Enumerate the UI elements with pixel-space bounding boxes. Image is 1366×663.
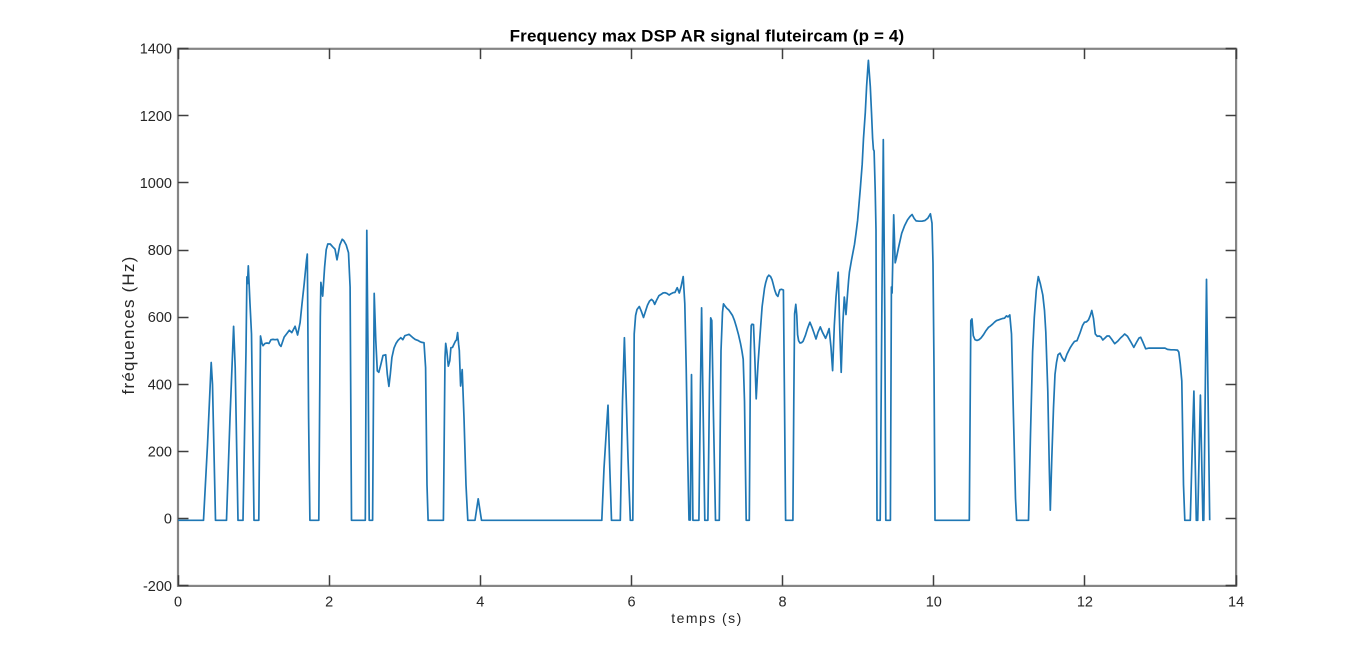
svg-text:4: 4 bbox=[476, 595, 484, 611]
svg-text:8: 8 bbox=[779, 595, 787, 611]
svg-text:400: 400 bbox=[148, 377, 172, 393]
svg-text:800: 800 bbox=[148, 243, 172, 259]
svg-text:1400: 1400 bbox=[140, 42, 172, 58]
svg-text:600: 600 bbox=[148, 310, 172, 326]
svg-text:12: 12 bbox=[1077, 595, 1093, 611]
svg-text:200: 200 bbox=[148, 445, 172, 461]
svg-text:1200: 1200 bbox=[140, 109, 172, 125]
svg-text:14: 14 bbox=[1228, 595, 1244, 611]
svg-text:2: 2 bbox=[325, 595, 333, 611]
svg-text:6: 6 bbox=[627, 595, 635, 611]
svg-text:1000: 1000 bbox=[140, 176, 172, 192]
svg-text:temps (s): temps (s) bbox=[671, 610, 742, 626]
svg-text:0: 0 bbox=[164, 512, 172, 528]
svg-text:-200: -200 bbox=[143, 579, 172, 595]
svg-text:0: 0 bbox=[174, 595, 182, 611]
svg-text:Frequency max DSP AR signal fl: Frequency max DSP AR signal fluteircam (… bbox=[510, 27, 905, 46]
svg-text:10: 10 bbox=[926, 595, 942, 611]
svg-text:fréquences (Hz): fréquences (Hz) bbox=[119, 256, 138, 395]
